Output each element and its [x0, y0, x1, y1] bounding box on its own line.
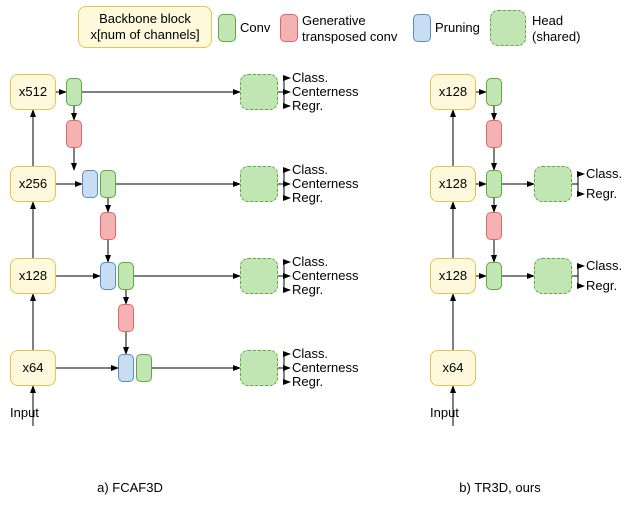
legend-conv-label: Conv [240, 20, 270, 36]
tr3d-out-2-0: Class. [586, 258, 622, 274]
tr3d-backbone-0: x128 [430, 74, 476, 110]
fcaf3d-caption: a) FCAF3D [30, 480, 230, 496]
fcaf3d-head-2 [240, 258, 278, 294]
tr3d-backbone-2: x128 [430, 258, 476, 294]
fcaf3d-conv-2 [118, 262, 134, 290]
legend-backbone: Backbone block x[num of channels] [78, 6, 212, 48]
fcaf3d-out-1-2: Regr. [292, 190, 323, 206]
tr3d-head-2 [534, 258, 572, 294]
tr3d-out-1-0: Class. [586, 166, 622, 182]
legend-head [490, 10, 526, 46]
tr3d-head-1 [534, 166, 572, 202]
fcaf3d-backbone-1: x256 [10, 166, 56, 202]
fcaf3d-prune-2 [100, 262, 116, 290]
tr3d-out-2-1: Regr. [586, 278, 617, 294]
tr3d-conv-2 [486, 262, 502, 290]
fcaf3d-gen-1 [100, 212, 116, 240]
tr3d-conv-1 [486, 170, 502, 198]
fcaf3d-conv-3 [136, 354, 152, 382]
fcaf3d-gen-2 [118, 304, 134, 332]
fcaf3d-gen-0 [66, 120, 82, 148]
fcaf3d-out-2-2: Regr. [292, 282, 323, 298]
tr3d-gen-0 [486, 120, 502, 148]
tr3d-out-1-1: Regr. [586, 186, 617, 202]
fcaf3d-input-label: Input [10, 405, 39, 421]
fcaf3d-out-0-2: Regr. [292, 98, 323, 114]
fcaf3d-backbone-0: x512 [10, 74, 56, 110]
tr3d-backbone-1: x128 [430, 166, 476, 202]
fcaf3d-head-3 [240, 350, 278, 386]
legend-prune [413, 14, 431, 42]
tr3d-input-label: Input [430, 405, 459, 421]
legend-gen [280, 14, 298, 42]
fcaf3d-conv-1 [100, 170, 116, 198]
tr3d-backbone-3: x64 [430, 350, 476, 386]
tr3d-caption: b) TR3D, ours [400, 480, 600, 496]
fcaf3d-prune-1 [82, 170, 98, 198]
fcaf3d-out-3-2: Regr. [292, 374, 323, 390]
legend-head-label: Head (shared) [532, 13, 580, 44]
tr3d-gen-1 [486, 212, 502, 240]
legend-prune-label: Pruning [435, 20, 480, 36]
legend-gen-label: Generative transposed conv [302, 13, 397, 44]
fcaf3d-conv-0 [66, 78, 82, 106]
tr3d-conv-0 [486, 78, 502, 106]
fcaf3d-head-1 [240, 166, 278, 202]
legend-conv [218, 14, 236, 42]
fcaf3d-head-0 [240, 74, 278, 110]
fcaf3d-prune-3 [118, 354, 134, 382]
fcaf3d-backbone-2: x128 [10, 258, 56, 294]
fcaf3d-backbone-3: x64 [10, 350, 56, 386]
